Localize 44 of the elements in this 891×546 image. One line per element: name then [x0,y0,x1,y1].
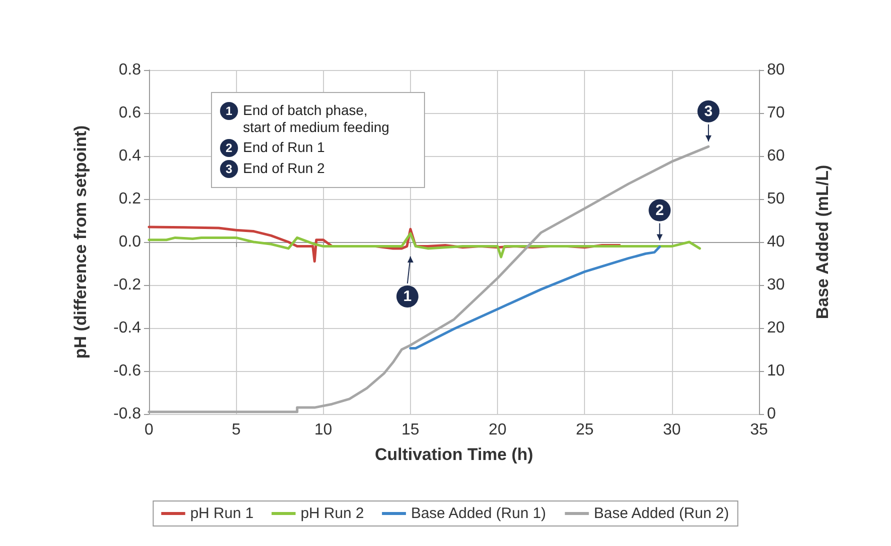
note-box: 1 End of batch phase, start of medium feeding 2 End of Run 1 3 End of Run 2 [211,92,425,188]
x-axis-title: Cultivation Time (h) [374,445,534,464]
y-tick-label: 0.2 [118,190,142,208]
legend-label: pH Run 1 [190,505,254,522]
annotation: End of batch phase, start of medium feeding [243,102,390,136]
y-tick-label: 0.4 [118,148,142,164]
y-tick-label: -0.4 [113,320,142,336]
y-tick-label: -0.8 [113,406,142,422]
annotation: End of Run 1 [243,139,326,156]
x-tick-label: 30 [662,422,681,438]
x-tick-label: 10 [314,422,332,438]
y-tick-label: 0.8 [118,62,142,78]
y2-tick-label: 60 [767,148,785,164]
numbered-circle: 2 [220,139,238,157]
numbered-circle: 3 [220,160,238,178]
annotation: 2 [655,202,664,219]
annotation: 1 [403,288,412,305]
y-tick-label: 0.6 [118,104,142,122]
annotation: End of Run 2 [243,160,326,177]
x-tick-label: 20 [488,422,507,438]
x-tick-label: 15 [402,422,420,438]
x-tick-label: 25 [576,422,594,438]
y-axis-title: pH (difference from setpoint) [71,125,90,359]
y2-tick-label: 30 [767,276,785,294]
y2-tick-label: 20 [767,320,785,336]
line-series [148,232,701,258]
legend-label: pH Run 2 [300,505,364,522]
annotation: 3 [704,102,713,120]
y2-axis-title: Base Added (mL/L) [813,164,832,320]
y2-tick-label: 70 [767,104,785,122]
x-tick-label: 5 [232,422,241,438]
legend-label: Base Added (Run 2) [594,505,729,522]
y-tick-label: -0.2 [113,276,142,294]
y2-tick-label: 50 [767,190,785,208]
y2-tick-label: 0 [767,406,776,422]
legend-label: Base Added (Run 1) [410,505,546,522]
y2-tick-label: 80 [767,62,785,78]
y2-tick-label: 10 [767,362,785,380]
x-tick-label: 0 [144,422,154,438]
x-tick-label: 35 [750,422,768,438]
y2-tick-label: 40 [767,234,785,250]
y-tick-label: 0.0 [118,234,142,250]
y-tick-label: -0.6 [113,362,142,380]
numbered-circle: 1 [220,102,238,120]
